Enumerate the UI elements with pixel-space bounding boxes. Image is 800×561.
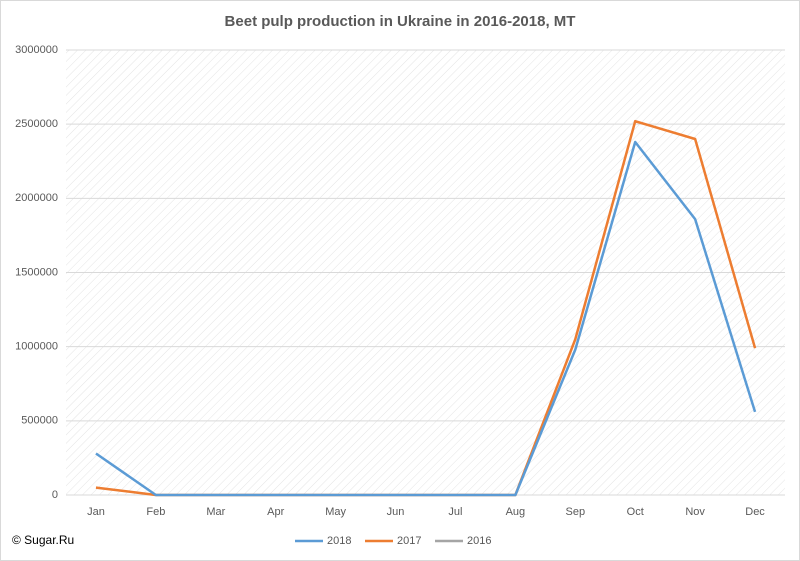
- legend-label: 2016: [467, 535, 491, 547]
- chart-title: Beet pulp production in Ukraine in 2016-…: [225, 13, 576, 30]
- x-tick-label: Dec: [745, 506, 765, 518]
- x-tick-label: Nov: [685, 506, 705, 518]
- y-tick-label: 0: [52, 489, 58, 501]
- x-tick-label: Jun: [387, 506, 405, 518]
- x-tick-label: Oct: [627, 506, 644, 518]
- y-tick-label: 2500000: [15, 118, 58, 130]
- y-tick-label: 3000000: [15, 44, 58, 56]
- x-tick-label: Apr: [267, 506, 284, 518]
- x-tick-label: Feb: [146, 506, 165, 518]
- x-tick-label: Jan: [87, 506, 105, 518]
- legend-label: 2017: [397, 535, 421, 547]
- y-tick-label: 2000000: [15, 192, 58, 204]
- x-tick-label: Jul: [448, 506, 462, 518]
- x-tick-label: May: [325, 506, 346, 518]
- x-tick-label: Mar: [206, 506, 225, 518]
- y-tick-label: 1000000: [15, 341, 58, 353]
- x-tick-label: Aug: [506, 506, 526, 518]
- x-tick-label: Sep: [566, 506, 586, 518]
- y-tick-label: 500000: [21, 415, 58, 427]
- source: © Sugar.Ru: [12, 533, 74, 547]
- y-tick-label: 1500000: [15, 266, 58, 278]
- legend-label: 2018: [327, 535, 351, 547]
- series-line: [95, 140, 757, 497]
